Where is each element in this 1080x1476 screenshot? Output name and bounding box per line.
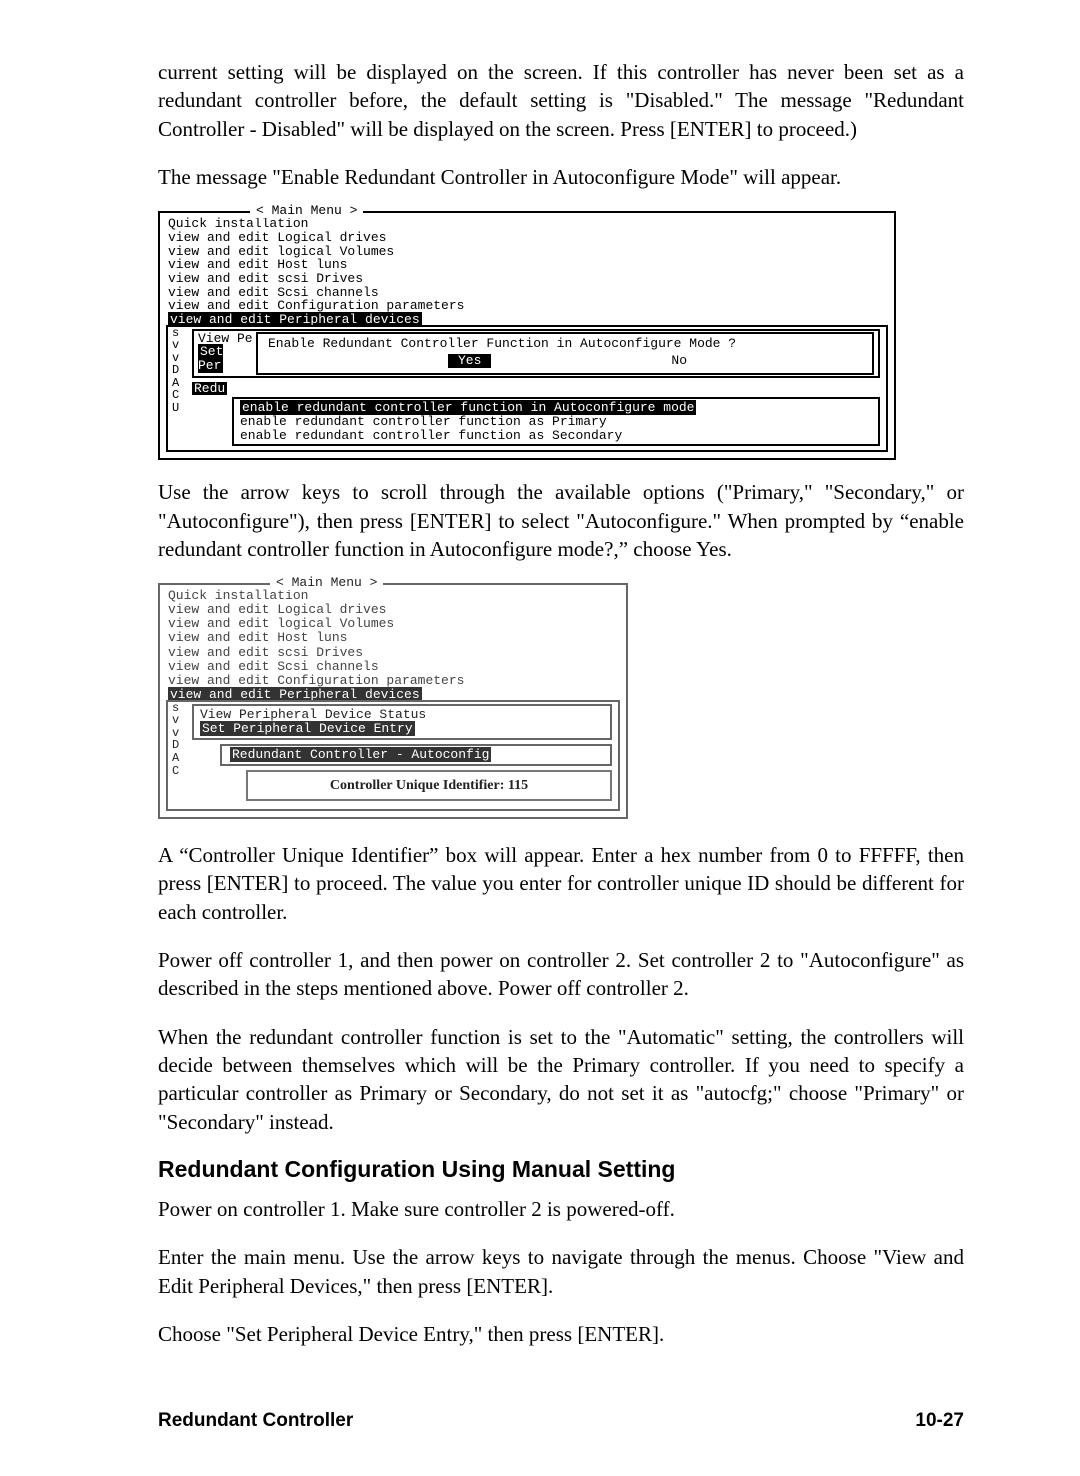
term2-line1: View Peripheral Device Status (200, 708, 604, 722)
paragraph: Power on controller 1. Make sure control… (158, 1195, 964, 1223)
menu-item: view and edit Configuration parameters (168, 299, 886, 313)
menu-item: view and edit Configuration parameters (168, 674, 618, 688)
paragraph: current setting will be displayed on the… (158, 58, 964, 143)
menu-item: view and edit Host luns (168, 631, 618, 645)
footer-left: Redundant Controller (158, 1410, 353, 1432)
menu-item: view and edit scsi Drives (168, 646, 618, 660)
term2-side-letters: s v v D A C (172, 702, 179, 778)
menu-item: view and edit Host luns (168, 258, 886, 272)
paragraph: Power off controller 1, and then power o… (158, 946, 964, 1003)
menu-item: view and edit Logical drives (168, 603, 618, 617)
menu-item: Quick installation (168, 589, 618, 603)
term1-side-letters: s v v D A C U (172, 327, 179, 415)
controller-id-modal: Controller Unique Identifier: 115 (246, 770, 612, 801)
page-footer: Redundant Controller 10-27 (158, 1402, 964, 1432)
term1-option: enable redundant controller function as … (240, 429, 872, 443)
term2-menu: Quick installation view and edit Logical… (160, 585, 626, 701)
paragraph: When the redundant controller function i… (158, 1023, 964, 1136)
menu-item: Quick installation (168, 217, 886, 231)
redu-label: Redu (192, 382, 227, 396)
term2-inner-highlighted: Redundant Controller - Autoconfig (230, 747, 491, 762)
term1-menu: Quick installation view and edit Logical… (160, 213, 894, 326)
term1-option: enable redundant controller function as … (240, 415, 872, 429)
paragraph: A “Controller Unique Identifier” box wil… (158, 841, 964, 926)
yes-button: Yes (448, 354, 491, 368)
section-heading: Redundant Configuration Using Manual Set… (158, 1156, 964, 1183)
terminal-screenshot-1: < Main Menu > Quick installation view an… (158, 211, 896, 460)
term2-title: < Main Menu > (270, 576, 383, 590)
menu-item: view and edit Logical drives (168, 231, 886, 245)
paragraph: Enter the main menu. Use the arrow keys … (158, 1243, 964, 1300)
menu-item: view and edit logical Volumes (168, 245, 886, 259)
menu-item: view and edit Scsi channels (168, 660, 618, 674)
paragraph: The message "Enable Redundant Controller… (158, 163, 964, 191)
paragraph: Choose "Set Peripheral Device Entry," th… (158, 1320, 964, 1348)
footer-page-number: 10-27 (915, 1410, 964, 1432)
menu-item: view and edit scsi Drives (168, 272, 886, 286)
menu-item: view and edit logical Volumes (168, 617, 618, 631)
no-button: No (671, 354, 687, 368)
term1-title: < Main Menu > (250, 204, 363, 218)
term2-line2-highlighted: Set Peripheral Device Entry (200, 721, 415, 736)
set-per-label: Set Per (198, 344, 223, 373)
paragraph: Use the arrow keys to scroll through the… (158, 478, 964, 563)
term1-prompt: Enable Redundant Controller Function in … (268, 337, 862, 351)
view-pe-label: View Pe (198, 332, 256, 346)
menu-item: view and edit Scsi channels (168, 286, 886, 300)
terminal-screenshot-2: < Main Menu > Quick installation view an… (158, 583, 628, 818)
